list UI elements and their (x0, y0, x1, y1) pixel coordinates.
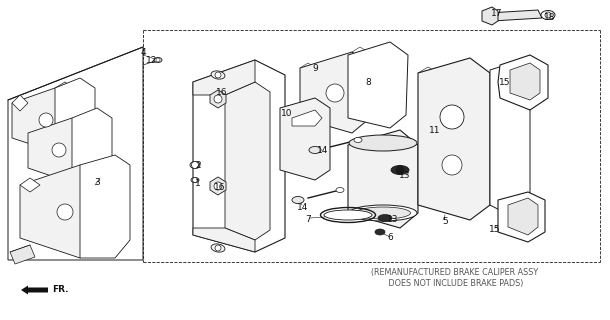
Ellipse shape (324, 210, 372, 220)
Text: 2: 2 (195, 161, 201, 170)
Circle shape (215, 72, 221, 78)
Polygon shape (280, 98, 330, 180)
Polygon shape (193, 60, 255, 95)
Circle shape (39, 113, 53, 127)
Text: 8: 8 (365, 77, 371, 86)
Polygon shape (20, 178, 40, 192)
Circle shape (214, 182, 222, 190)
Polygon shape (515, 57, 535, 88)
Circle shape (57, 204, 73, 220)
Polygon shape (488, 10, 542, 21)
Text: 10: 10 (281, 108, 293, 117)
Ellipse shape (336, 188, 344, 193)
Polygon shape (193, 60, 285, 252)
Polygon shape (348, 42, 408, 128)
Polygon shape (352, 47, 368, 57)
Ellipse shape (396, 165, 404, 174)
Text: 13: 13 (400, 171, 411, 180)
Text: 15: 15 (499, 77, 511, 86)
Text: 17: 17 (491, 9, 503, 18)
Ellipse shape (349, 205, 417, 221)
Polygon shape (210, 90, 226, 108)
Polygon shape (193, 228, 255, 252)
Text: 9: 9 (312, 63, 318, 73)
Polygon shape (348, 130, 418, 228)
Polygon shape (225, 82, 270, 240)
Circle shape (192, 162, 198, 169)
Ellipse shape (349, 135, 417, 151)
Polygon shape (12, 95, 28, 111)
Polygon shape (210, 177, 226, 195)
Text: 7: 7 (305, 215, 311, 225)
Text: 1: 1 (195, 179, 201, 188)
Text: 16: 16 (214, 182, 226, 191)
Circle shape (215, 245, 221, 251)
Circle shape (214, 95, 222, 103)
Ellipse shape (391, 165, 409, 174)
Polygon shape (508, 198, 538, 235)
Polygon shape (8, 47, 143, 260)
Text: 6: 6 (387, 234, 393, 243)
Circle shape (326, 84, 344, 102)
Text: 14: 14 (297, 203, 309, 212)
Polygon shape (55, 82, 73, 96)
Text: 18: 18 (544, 12, 556, 21)
Text: 14: 14 (317, 146, 329, 155)
Circle shape (442, 155, 462, 175)
Ellipse shape (211, 71, 225, 79)
Circle shape (193, 178, 198, 182)
Polygon shape (28, 118, 97, 183)
Ellipse shape (378, 214, 392, 221)
Polygon shape (418, 58, 490, 220)
Polygon shape (300, 52, 372, 133)
Polygon shape (12, 88, 80, 152)
Text: 16: 16 (217, 87, 228, 97)
Ellipse shape (190, 162, 200, 169)
Polygon shape (418, 67, 438, 79)
Polygon shape (292, 110, 322, 126)
Ellipse shape (309, 147, 321, 154)
Polygon shape (80, 155, 130, 258)
Polygon shape (498, 55, 548, 110)
Circle shape (156, 58, 160, 62)
Text: (REMANUFACTURED BRAKE CALIPER ASSY
 DOES NOT INCLUDE BRAKE PADS): (REMANUFACTURED BRAKE CALIPER ASSY DOES … (371, 268, 539, 288)
Polygon shape (20, 165, 115, 258)
Ellipse shape (292, 196, 304, 204)
Ellipse shape (356, 207, 411, 219)
Ellipse shape (191, 178, 199, 182)
Polygon shape (515, 195, 535, 222)
Text: 3: 3 (94, 178, 100, 187)
Circle shape (545, 12, 551, 18)
Polygon shape (510, 63, 540, 100)
Circle shape (52, 143, 66, 157)
Ellipse shape (154, 58, 162, 62)
FancyArrow shape (21, 285, 48, 294)
Text: 15: 15 (489, 226, 501, 235)
Polygon shape (490, 62, 530, 218)
Text: 13: 13 (387, 215, 399, 225)
Polygon shape (498, 192, 545, 242)
Polygon shape (300, 63, 316, 73)
Ellipse shape (541, 11, 555, 20)
Ellipse shape (354, 138, 362, 142)
Text: 4: 4 (140, 47, 146, 57)
Text: 11: 11 (429, 125, 441, 134)
Text: 12: 12 (146, 55, 158, 65)
Text: 5: 5 (442, 218, 448, 227)
Circle shape (440, 105, 464, 129)
Polygon shape (72, 108, 112, 183)
Text: FR.: FR. (52, 285, 68, 294)
Ellipse shape (211, 244, 225, 252)
Polygon shape (482, 7, 498, 25)
Polygon shape (55, 78, 95, 152)
Ellipse shape (375, 229, 385, 235)
Polygon shape (10, 245, 35, 264)
